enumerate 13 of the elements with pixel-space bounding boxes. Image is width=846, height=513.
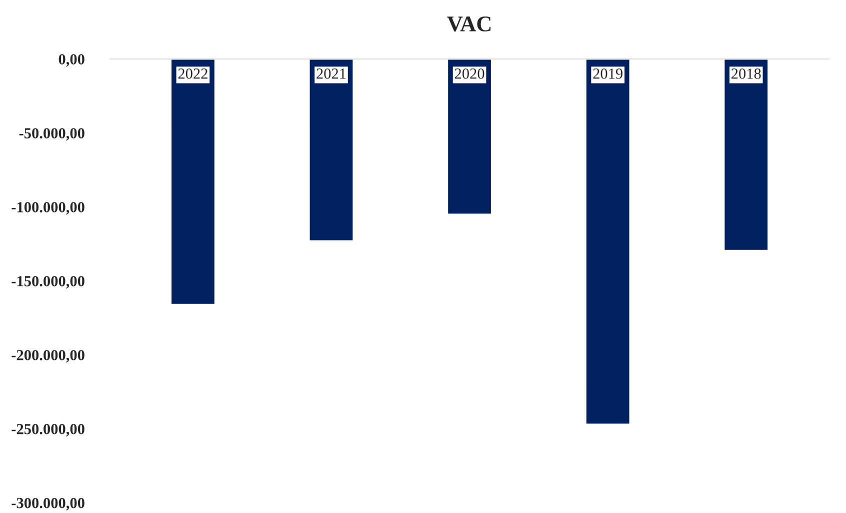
x-tick-label: 2020	[454, 68, 484, 79]
y-tick-label: -100.000,00	[12, 202, 84, 215]
x-tick-label: 2021	[316, 68, 346, 79]
y-tick-label: 0,00	[58, 54, 84, 67]
y-tick-label: -250.000,00	[12, 424, 84, 436]
y-tick-label: -50.000,00	[19, 128, 84, 141]
chart-title: VAC	[447, 16, 490, 32]
y-tick-label: -200.000,00	[12, 350, 84, 362]
y-tick-label: -150.000,00	[12, 276, 84, 289]
y-tick-label: -300.000,00	[12, 498, 84, 510]
x-tick-label: 2022	[178, 68, 208, 79]
x-tick-label: 2019	[593, 68, 622, 79]
x-tick-label: 2018	[732, 68, 761, 79]
